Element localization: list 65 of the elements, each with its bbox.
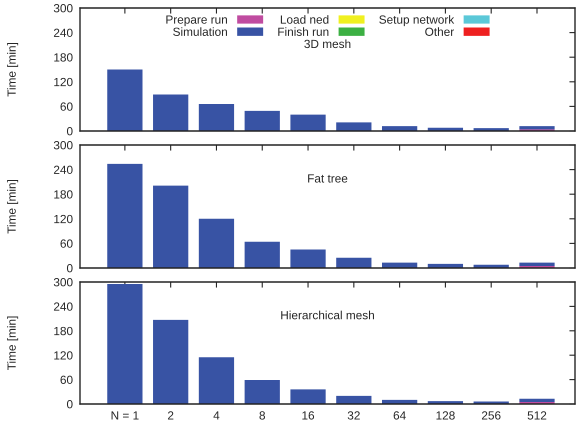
bar bbox=[382, 262, 418, 268]
y-tick-label: 120 bbox=[54, 214, 73, 224]
x-tick-label: 4 bbox=[213, 411, 220, 420]
bar bbox=[336, 258, 372, 268]
y-axis-title: Time [min] bbox=[7, 43, 18, 97]
bar bbox=[336, 122, 372, 131]
bar bbox=[198, 218, 234, 268]
bar bbox=[153, 94, 188, 131]
bar bbox=[107, 164, 143, 268]
x-tick-label: 8 bbox=[259, 411, 266, 420]
text: Hierarchical mesh bbox=[281, 310, 374, 320]
y-tick-label: 180 bbox=[54, 190, 73, 199]
bar bbox=[244, 110, 280, 131]
bar bbox=[290, 250, 326, 268]
legend-label: Other bbox=[425, 27, 454, 36]
bar bbox=[519, 262, 555, 266]
y-tick-label: 120 bbox=[54, 78, 73, 86]
bar bbox=[519, 126, 555, 130]
y-tick-label: 0 bbox=[66, 127, 73, 136]
y-tick-label: 0 bbox=[66, 400, 73, 408]
bar bbox=[244, 380, 280, 404]
bar bbox=[198, 104, 234, 131]
y-tick-label: 120 bbox=[54, 351, 73, 360]
x-tick-label: 512 bbox=[528, 411, 546, 420]
y-tick-label: 60 bbox=[60, 239, 73, 248]
y-tick-label: 300 bbox=[54, 4, 73, 12]
text: Fat tree bbox=[308, 174, 348, 183]
x-tick-label: 32 bbox=[348, 411, 360, 420]
bar bbox=[290, 114, 326, 131]
legend-label: Load ned bbox=[280, 15, 328, 24]
x-tick-label: 2 bbox=[168, 411, 174, 420]
x-tick-label: N = 1 bbox=[112, 411, 139, 420]
bar bbox=[382, 126, 418, 131]
bar bbox=[107, 70, 143, 131]
y-tick-label: 240 bbox=[54, 28, 73, 37]
bar bbox=[198, 357, 234, 404]
bar bbox=[428, 128, 464, 131]
y-tick-label: 180 bbox=[54, 326, 73, 336]
y-axis-title: Time [min] bbox=[7, 316, 18, 370]
legend-label: Finish run bbox=[278, 27, 328, 36]
legend-label: Simulation bbox=[173, 27, 227, 36]
y-tick-label: 60 bbox=[60, 102, 73, 111]
bar bbox=[107, 284, 143, 404]
x-tick-label: 16 bbox=[302, 411, 314, 420]
x-tick-label: 128 bbox=[436, 411, 455, 420]
y-tick-label: 300 bbox=[54, 141, 73, 150]
y-axis-title: Time [min] bbox=[7, 180, 18, 234]
bar bbox=[153, 186, 188, 268]
y-tick-label: 0 bbox=[66, 264, 73, 272]
bar bbox=[153, 320, 188, 404]
y-tick-label: 300 bbox=[54, 278, 73, 286]
bar bbox=[336, 396, 372, 404]
bar bbox=[474, 264, 509, 268]
legend-label: Setup network bbox=[379, 15, 454, 26]
bar bbox=[244, 242, 280, 268]
x-tick-label: 256 bbox=[482, 411, 501, 420]
legend-label: Prepare run bbox=[166, 16, 227, 26]
y-tick-label: 240 bbox=[54, 302, 73, 311]
x-tick-label: 64 bbox=[394, 411, 406, 420]
y-tick-label: 180 bbox=[54, 53, 73, 62]
y-tick-label: 240 bbox=[54, 166, 73, 174]
text: 3D mesh bbox=[304, 39, 350, 48]
y-tick-label: 60 bbox=[60, 376, 73, 384]
bar bbox=[290, 389, 326, 404]
bar bbox=[519, 398, 555, 402]
